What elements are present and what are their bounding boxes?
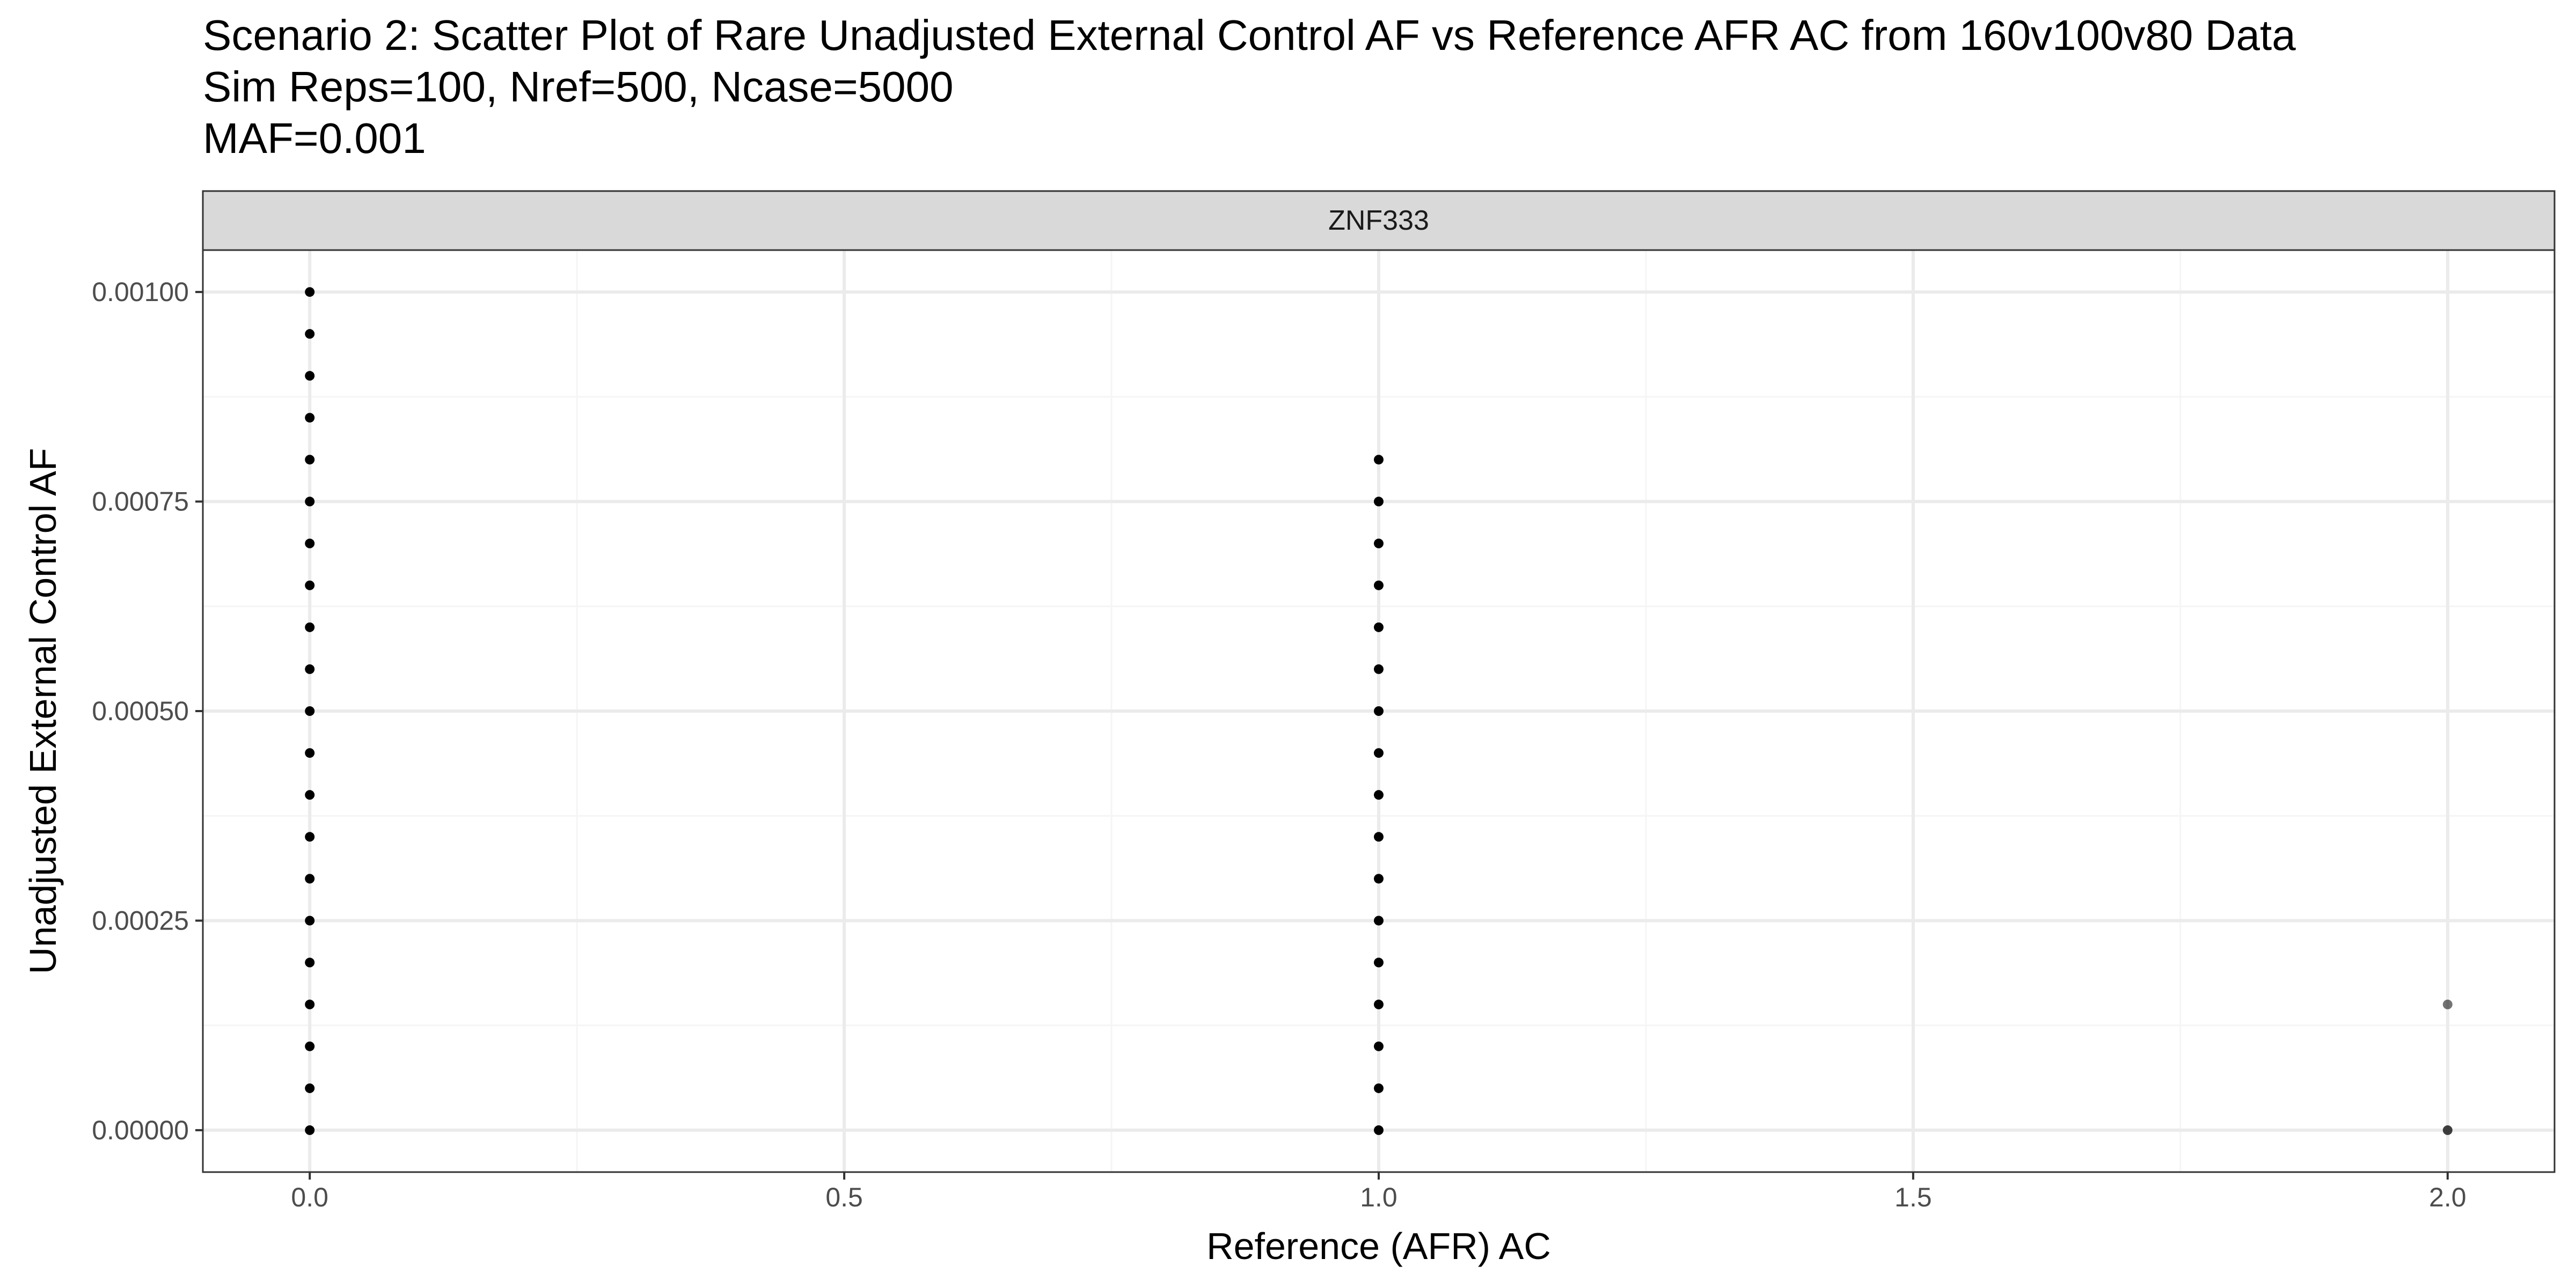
y-axis-title: Unadjusted External Control AF (22, 448, 64, 975)
data-point (1374, 664, 1384, 674)
data-point (305, 999, 315, 1009)
grid-lines (203, 250, 2555, 1172)
x-tick-label: 0.0 (291, 1182, 328, 1212)
facet-strip (202, 190, 2556, 251)
data-point (305, 748, 315, 758)
data-point (305, 832, 315, 842)
data-point (1374, 455, 1384, 465)
y-tick-label: 0.00000 (92, 1115, 189, 1145)
data-point (305, 1041, 315, 1051)
data-point (2442, 999, 2453, 1009)
title-block: Scenario 2: Scatter Plot of Rare Unadjus… (203, 10, 2296, 164)
axis-ticks: 0.0 0.5 1.0 1.5 2.0 0.00000 0.00025 0.00050 0.00… (92, 277, 2466, 1212)
data-point (1374, 1125, 1384, 1135)
x-axis-title: Reference (AFR) AC (1206, 1225, 1551, 1267)
data-point (1374, 622, 1384, 632)
data-point (305, 329, 315, 339)
data-points (305, 287, 2453, 1135)
data-point (305, 916, 315, 926)
x-tick-label: 2.0 (2429, 1182, 2467, 1212)
data-point (1374, 1041, 1384, 1051)
data-point (1374, 1083, 1384, 1093)
chart-subtitle-line-1: Sim Reps=100, Nref=500, Ncase=5000 (203, 63, 954, 111)
data-point (1374, 790, 1384, 800)
chart-title: Scenario 2: Scatter Plot of Rare Unadjus… (203, 11, 2296, 59)
data-point (305, 622, 315, 632)
data-point (1374, 957, 1384, 968)
data-point (305, 413, 315, 423)
chart-subtitle-line-2: MAF=0.001 (203, 114, 426, 162)
x-tick-label: 1.5 (1894, 1182, 1932, 1212)
data-point (305, 580, 315, 590)
data-point (305, 455, 315, 465)
data-point (305, 496, 315, 507)
data-point (305, 371, 315, 381)
y-tick-label: 0.00100 (92, 277, 189, 307)
data-point (1374, 580, 1384, 590)
data-point (1374, 874, 1384, 884)
panel-frame (202, 190, 2556, 1173)
y-tick-label: 0.00075 (92, 487, 189, 517)
data-point (1374, 496, 1384, 507)
x-tick-label: 0.5 (825, 1182, 863, 1212)
data-point (305, 664, 315, 674)
data-point (305, 790, 315, 800)
data-point (305, 1083, 315, 1093)
data-point (1374, 538, 1384, 548)
data-point (305, 1125, 315, 1135)
data-point (1374, 832, 1384, 842)
y-tick-label: 0.00025 (92, 905, 189, 935)
data-point (1374, 748, 1384, 758)
facet-strip-label: ZNF333 (1328, 205, 1429, 236)
data-point (1374, 916, 1384, 926)
data-point (305, 874, 315, 884)
data-point (305, 706, 315, 716)
y-tick-label: 0.00050 (92, 696, 189, 726)
data-point (305, 287, 315, 297)
data-point (305, 957, 315, 968)
data-point (305, 538, 315, 548)
data-point (1374, 999, 1384, 1009)
data-point (2442, 1125, 2453, 1135)
data-point (1374, 706, 1384, 716)
x-tick-label: 1.0 (1360, 1182, 1397, 1212)
